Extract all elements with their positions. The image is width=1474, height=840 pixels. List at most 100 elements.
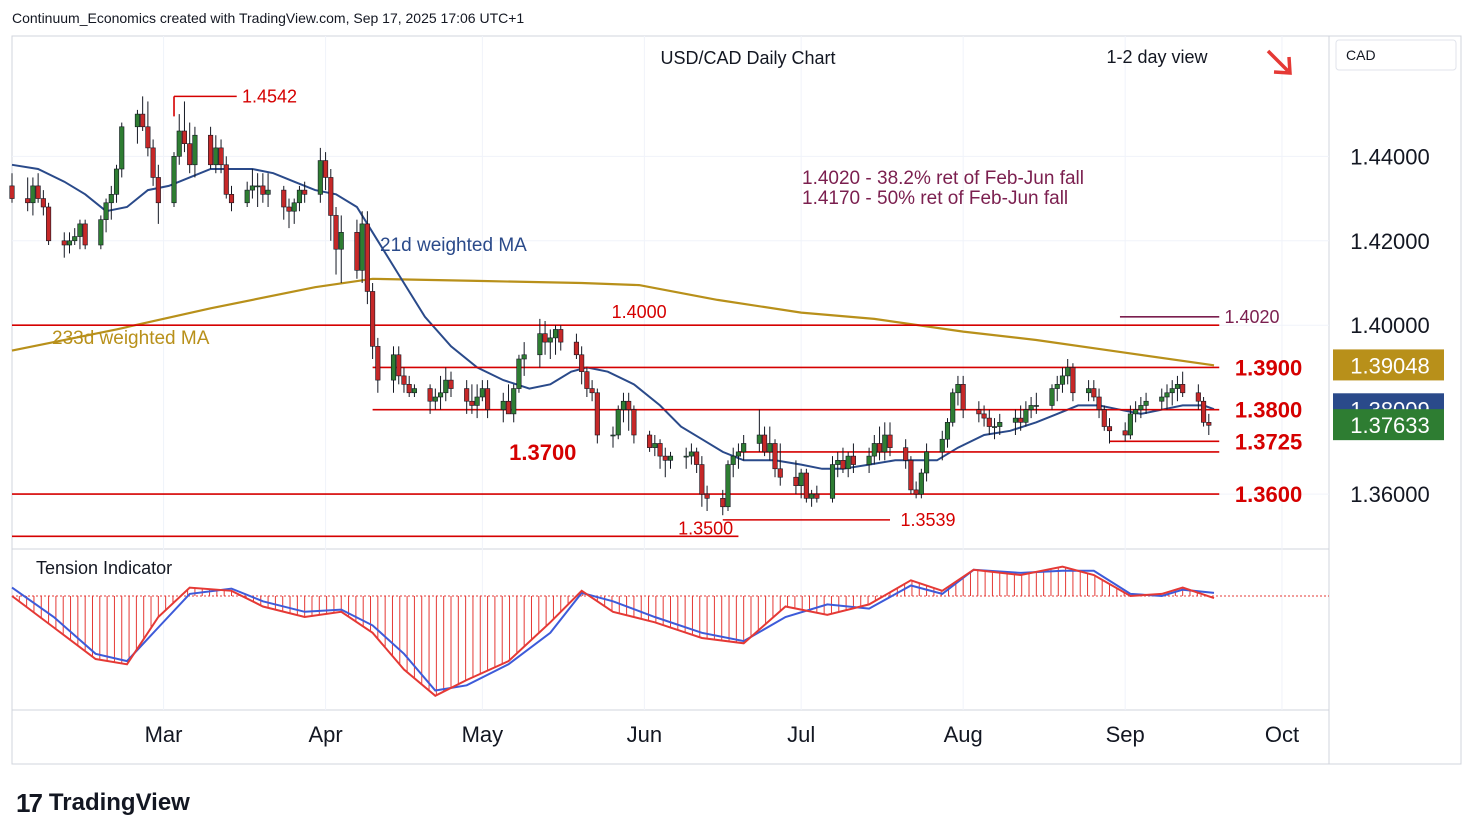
level-label-1.3600: 1.3600 (1235, 482, 1302, 507)
candle-2025-05-01 (479, 380, 485, 402)
candle-2025-03-17 (244, 181, 250, 207)
candle-body (396, 354, 402, 377)
candle-body (704, 493, 710, 499)
price-axis[interactable]: 1.440001.420001.400001.360001.390481.380… (1333, 144, 1444, 507)
candle-2025-06-30 (793, 460, 799, 495)
candle-2025-04-30 (474, 384, 480, 419)
time-axis[interactable]: Mar Apr May Jun Jul Aug Sep Oct (145, 722, 1299, 747)
candle-2025-07-22 (908, 456, 914, 495)
candle-2025-03-10 (208, 126, 214, 169)
candle-body (537, 333, 543, 356)
candle-2025-09-02 (1127, 405, 1133, 440)
candle-2025-06-20 (741, 435, 747, 461)
candle-body (579, 354, 585, 372)
candle-body (1091, 388, 1097, 398)
candle-2025-06-13 (704, 485, 710, 511)
candle-2025-08-05 (981, 405, 987, 427)
candle-2025-07-30 (950, 388, 956, 427)
candle-body (939, 438, 945, 453)
time-tick-Aug: Aug (944, 722, 983, 747)
level-label-1.4020: 1.4020 (1224, 307, 1279, 327)
candle-2025-03-14 (228, 185, 235, 212)
candle-body (626, 400, 632, 410)
price-badge-0 (1333, 349, 1444, 381)
candle-2025-06-10 (688, 443, 694, 465)
candle-2025-04-17 (406, 375, 412, 397)
candle-2025-06-18 (730, 447, 736, 478)
candle-body (286, 206, 292, 212)
candle-2025-06-19 (735, 443, 741, 469)
candle-2025-02-27 (150, 139, 156, 186)
candle-body (620, 400, 627, 410)
candle-2025-08-26 (1091, 380, 1097, 402)
candle-2025-02-04 (30, 177, 36, 216)
candle-2025-04-14 (390, 346, 397, 393)
candle-body (798, 472, 804, 486)
time-tick-Oct: Oct (1265, 722, 1299, 747)
candle-2025-07-02 (803, 468, 809, 503)
candle-2025-06-27 (777, 443, 783, 486)
candle-2025-09-01 (1122, 422, 1128, 442)
candle-body (986, 417, 992, 427)
candle-body (840, 460, 846, 470)
candle-body (887, 434, 893, 448)
candle-body (976, 409, 982, 415)
tradingview-logo[interactable]: 17 TradingView (16, 788, 190, 818)
candle-2025-05-29 (626, 392, 632, 431)
candle-body (876, 443, 883, 453)
candle-2025-06-11 (694, 447, 700, 473)
candle-body (950, 392, 956, 423)
candle-body (814, 493, 820, 499)
time-tick-Mar: Mar (145, 722, 183, 747)
time-tick-Jun: Jun (627, 722, 662, 747)
candle-2025-03-18 (249, 169, 255, 199)
candle-body (699, 464, 705, 495)
candle-body (448, 379, 454, 389)
candle-body (25, 198, 31, 204)
candle-body (218, 147, 224, 166)
candle-2025-07-23 (913, 481, 919, 499)
candle-body (694, 451, 700, 465)
candle-2025-02-13 (77, 219, 83, 250)
level-label-1.3539: 1.3539 (900, 510, 955, 530)
candle-body (474, 396, 480, 406)
candle-2025-02-05 (35, 173, 41, 203)
candle-body (260, 185, 266, 195)
candle-2025-05-13 (542, 321, 548, 355)
view-label: 1-2 day view (1106, 47, 1208, 67)
candle-body (500, 400, 506, 410)
candle-2025-05-27 (615, 405, 621, 440)
candle-body (809, 493, 815, 499)
candle-2025-06-12 (699, 456, 705, 507)
candle-body (291, 202, 297, 212)
candle-2025-03-06 (187, 122, 193, 174)
candle-body (1054, 384, 1060, 389)
candle-2025-05-19 (573, 333, 579, 359)
candle-body (333, 215, 339, 250)
candle-2025-05-23 (594, 388, 600, 444)
candle-body (1012, 417, 1018, 423)
currency-box[interactable] (1335, 39, 1457, 71)
candle-body (1138, 405, 1144, 410)
level-label-1.3800: 1.3800 (1235, 398, 1302, 423)
candle-2025-02-10 (61, 232, 67, 258)
candle-body (552, 329, 559, 339)
candle-2025-03-05 (181, 101, 188, 153)
candle-body (406, 384, 412, 394)
candle-2025-04-07 (354, 219, 360, 279)
candle-body (866, 455, 872, 465)
candle-body (631, 409, 637, 436)
candle-2025-02-24 (134, 109, 140, 144)
candle-body (244, 189, 250, 204)
candle-2025-06-25 (767, 426, 773, 461)
candle-2025-03-19 (255, 173, 261, 207)
tradingview-logo-mark: 17 (16, 787, 43, 818)
candle-2025-09-03 (1133, 401, 1139, 423)
candle-body (317, 160, 323, 195)
candle-body (1164, 392, 1170, 398)
candle-2025-02-06 (40, 190, 46, 216)
chart-frame (11, 35, 1462, 765)
candle-body (584, 371, 590, 389)
support-resistance-levels: 1.4000 1.3900 1.3800 1.3725 1.3700 1.3600 1.35… (12, 86, 1302, 538)
candle-body (960, 384, 966, 410)
